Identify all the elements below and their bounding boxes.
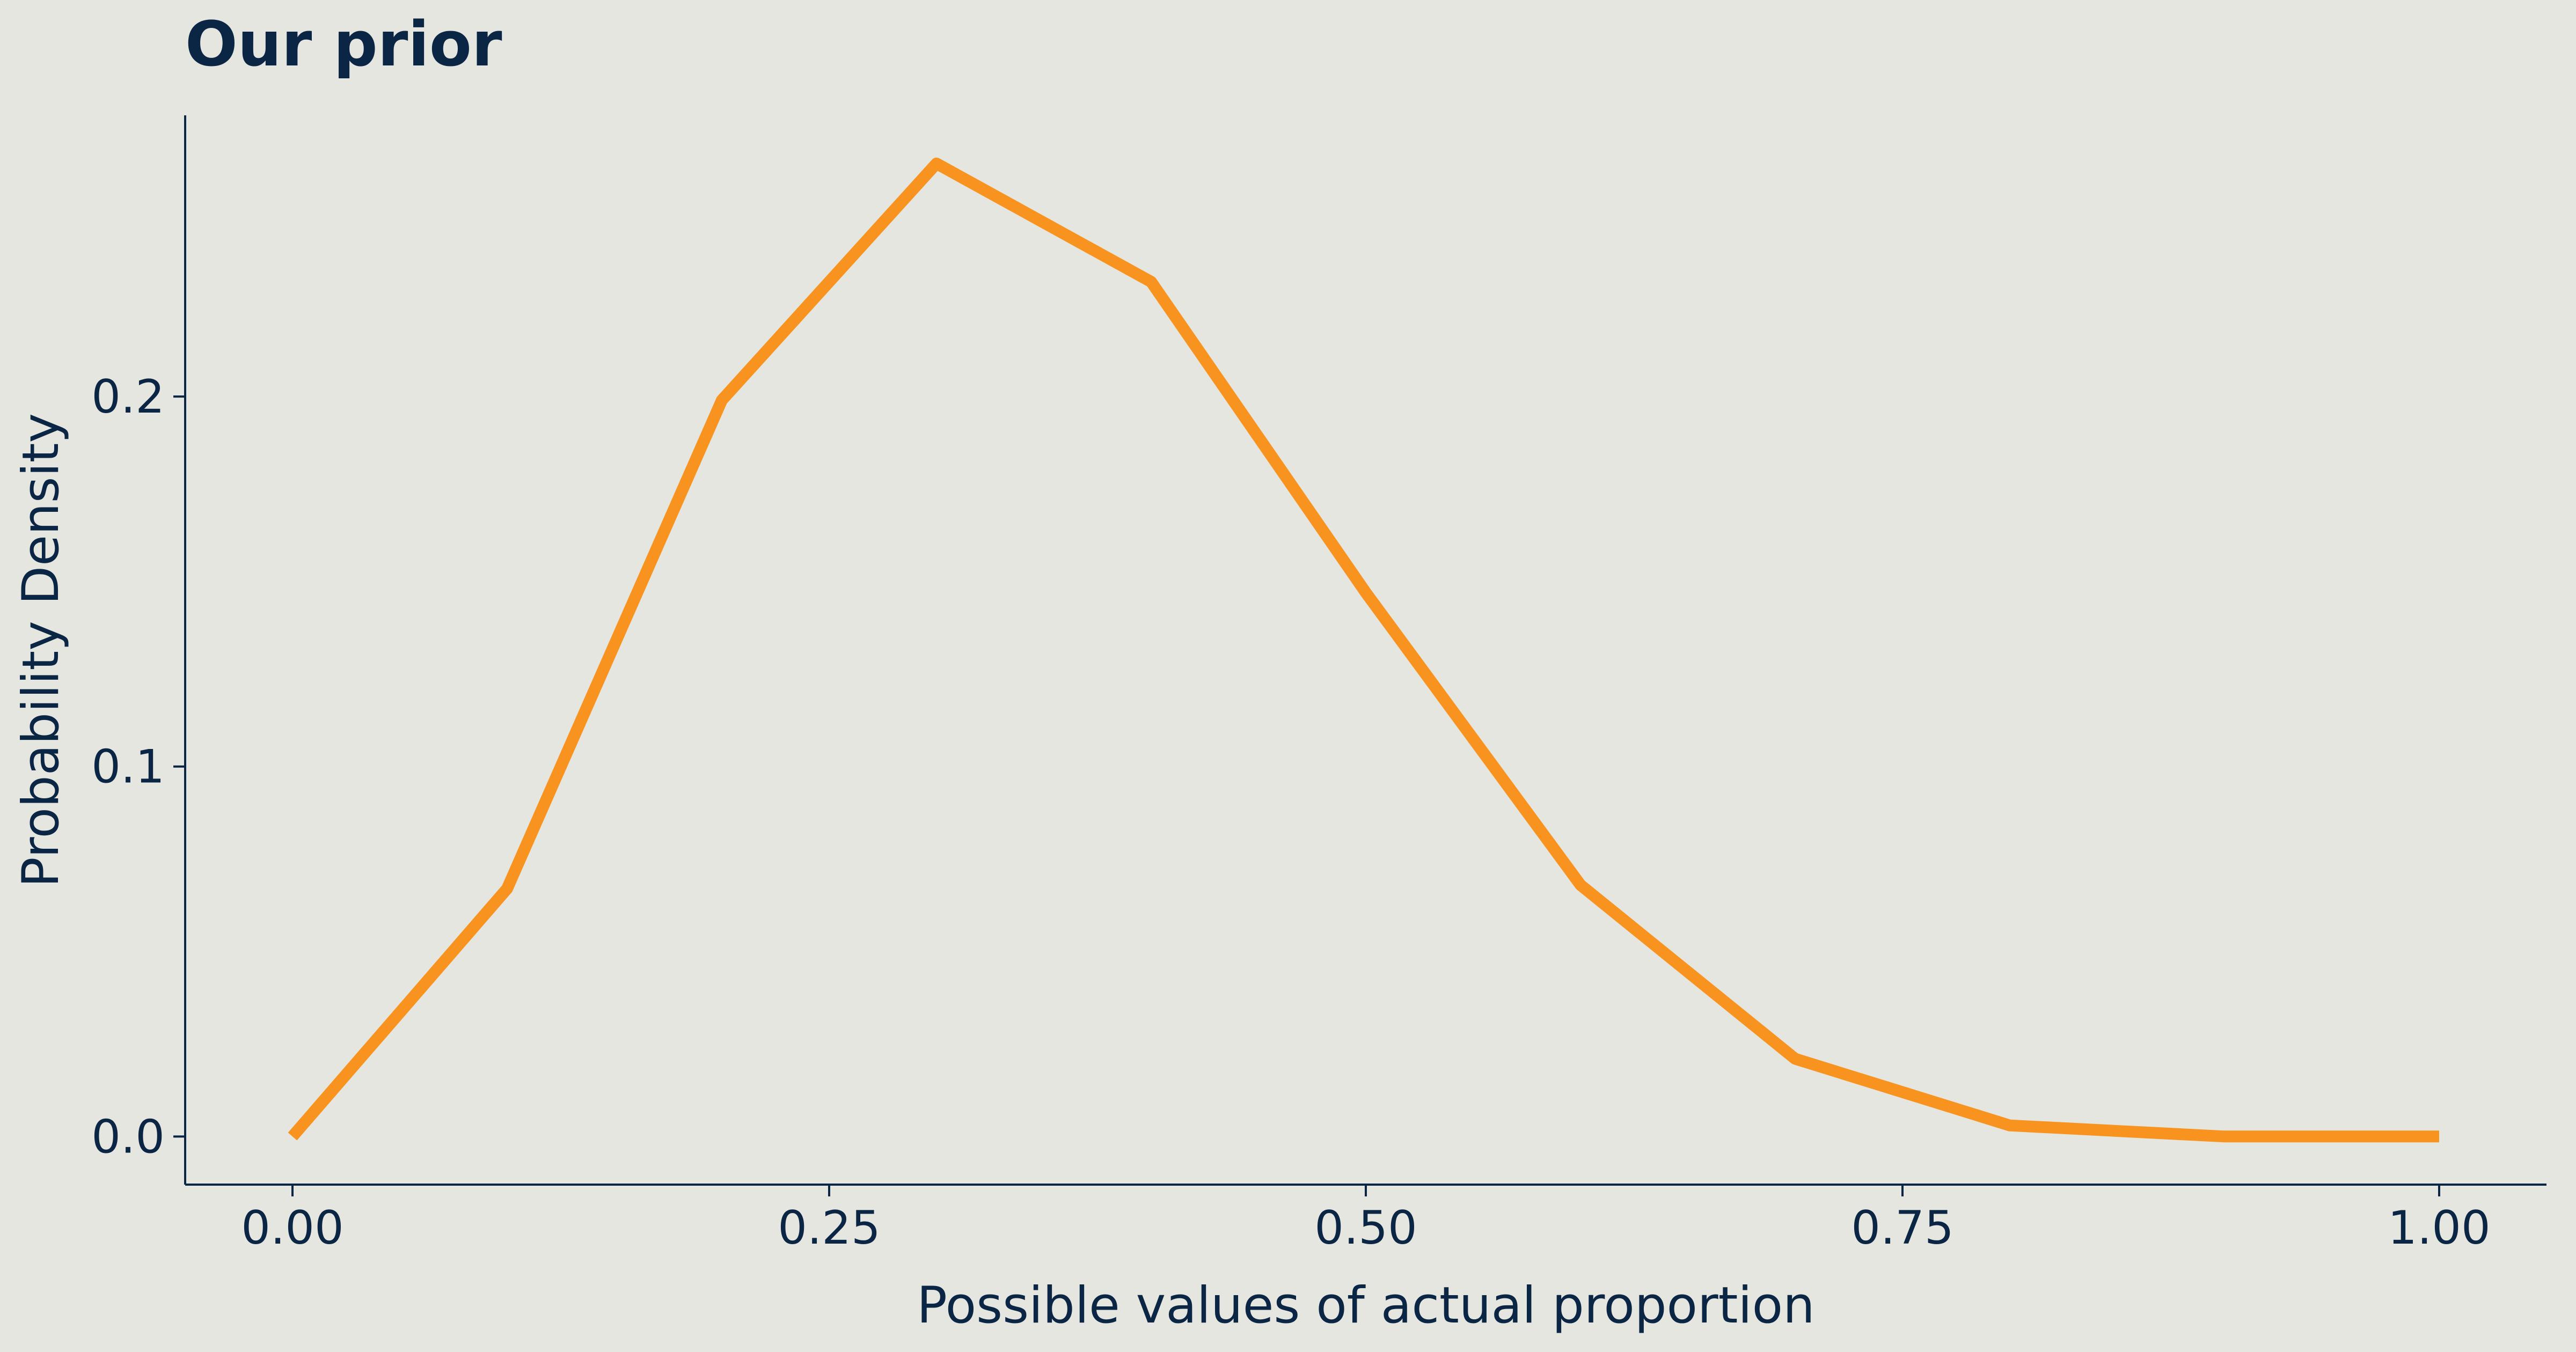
series-line-0 xyxy=(288,157,2439,1143)
x-tick-label: 0.50 xyxy=(1314,1201,1417,1255)
x-tick-label: 0.25 xyxy=(778,1201,880,1255)
x-tick-label: 0.00 xyxy=(241,1201,343,1255)
y-tick-label: 0.1 xyxy=(91,740,165,794)
y-tick-label: 0.2 xyxy=(91,370,165,424)
plot-area: 0.0 0.1 0.2 0.00 0.25 0.50 0.75 1.00 xyxy=(91,115,2546,1255)
x-tick-label: 1.00 xyxy=(2388,1201,2490,1255)
y-axis-label: Probability Density xyxy=(12,413,70,887)
chart-title: Our prior xyxy=(185,9,502,80)
y-tick-label: 0.0 xyxy=(91,1110,165,1164)
x-tick-label: 0.75 xyxy=(1851,1201,1953,1255)
x-axis-label: Possible values of actual proportion xyxy=(917,1276,1814,1335)
